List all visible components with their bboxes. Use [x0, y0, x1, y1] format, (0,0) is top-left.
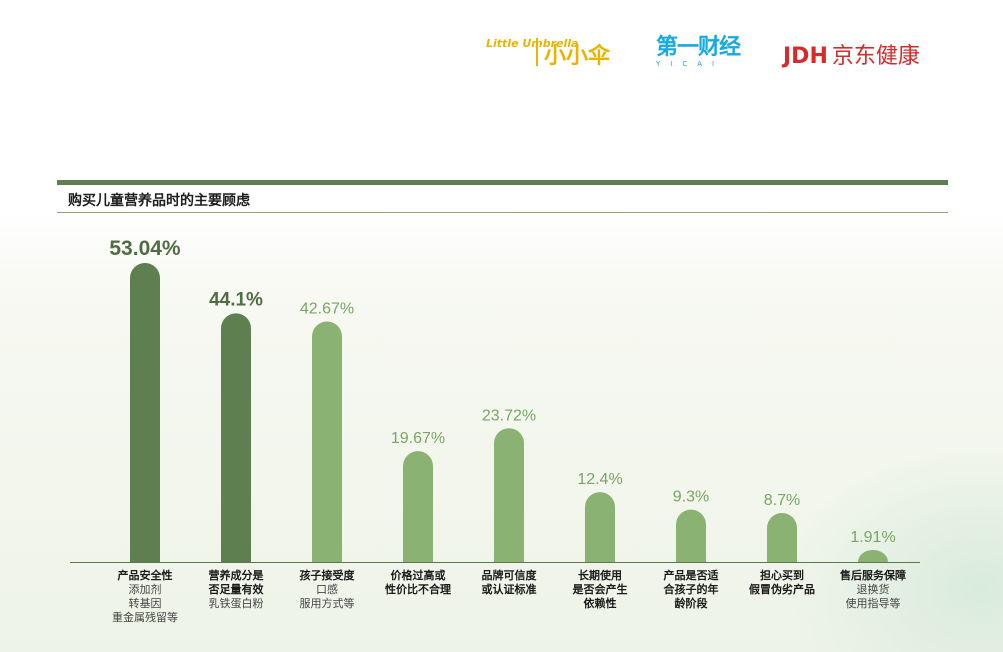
category-sublabel-line: 转基因	[128, 597, 162, 610]
category-label-line: 或认证标准	[481, 583, 537, 596]
little-umbrella-logo: Little Umbrella 小小伞	[486, 34, 616, 74]
category-sublabel-line: 添加剂	[128, 583, 162, 596]
logo-divider	[536, 38, 538, 66]
yicai-logo: 第一财经 YICAI	[656, 36, 746, 76]
header-bar	[57, 180, 948, 185]
category-sublabel-line: 重金属残留等	[112, 611, 178, 624]
category-label-line: 产品安全性	[117, 569, 173, 582]
jdh-en: JDH	[783, 44, 828, 69]
category-label-4: 品牌可信度 或认证标准	[449, 569, 569, 597]
category-label-line: 营养成分是	[208, 569, 264, 582]
category-label-1: 营养成分是 否足量有效 乳铁蛋白粉	[176, 569, 296, 611]
category-label-line: 产品是否适	[663, 569, 719, 582]
category-label-line: 否足量有效	[208, 583, 264, 596]
category-sublabel-line: 口感	[316, 583, 338, 596]
category-label-7: 担心买到 假冒伪劣产品	[722, 569, 842, 597]
chart-title: 购买儿童营养品时的主要顾虑	[68, 193, 250, 209]
category-label-line: 性价比不合理	[385, 583, 451, 596]
little-umbrella-cn: 小小伞	[544, 44, 611, 69]
category-label-line: 孩子接受度	[299, 569, 355, 582]
decorative-glow	[783, 440, 1003, 652]
category-label-line: 售后服务保障	[840, 569, 906, 582]
logo-strip: Little Umbrella 小小伞 第一财经 YICAI JDH 京东健康	[0, 34, 1003, 78]
category-sublabel-line: 乳铁蛋白粉	[208, 597, 264, 610]
jdh-cn: 京东健康	[831, 44, 920, 69]
category-label-line: 龄阶段	[674, 597, 708, 610]
category-sublabel-line: 服用方式等	[299, 597, 355, 610]
yicai-en: YICAI	[656, 60, 725, 68]
little-umbrella-wordmark: Little Umbrella	[486, 37, 579, 50]
category-sublabel-line: 退换货	[856, 583, 890, 596]
category-label-8: 售后服务保障 退换货 使用指导等	[813, 569, 933, 611]
title-rule	[57, 212, 948, 213]
category-label-line: 品牌可信度	[481, 569, 537, 582]
category-label-0: 产品安全性 添加剂 转基因 重金属残留等	[85, 569, 205, 625]
chart-baseline	[70, 562, 920, 563]
category-label-line: 合孩子的年	[663, 583, 719, 596]
category-label-line: 依赖性	[583, 597, 617, 610]
category-label-3: 价格过高或 性价比不合理	[358, 569, 478, 597]
category-sublabel-line: 使用指导等	[845, 597, 901, 610]
category-label-line: 假冒伪劣产品	[749, 583, 815, 596]
jdh-logo: JDH 京东健康	[783, 38, 920, 74]
category-label-line: 价格过高或	[390, 569, 446, 582]
category-label-line: 担心买到	[760, 569, 804, 582]
category-label-line: 是否会产生	[572, 583, 628, 596]
yicai-cn: 第一财经	[656, 35, 741, 60]
category-label-6: 产品是否适 合孩子的年 龄阶段	[631, 569, 751, 611]
category-label-2: 孩子接受度 口感 服用方式等	[267, 569, 387, 611]
category-label-line: 长期使用	[578, 569, 622, 582]
category-label-5: 长期使用 是否会产生 依赖性	[540, 569, 660, 611]
